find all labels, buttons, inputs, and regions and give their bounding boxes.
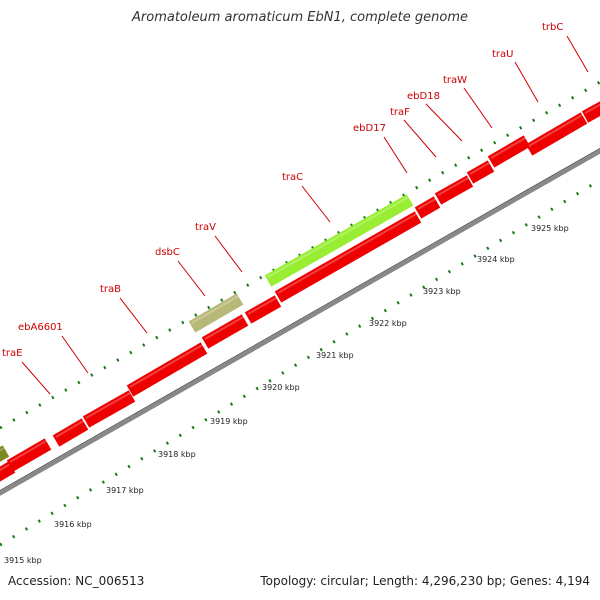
gene-label: traU — [492, 49, 513, 60]
gene-label: ebD18 — [407, 91, 440, 102]
gene-arrow-shine — [469, 161, 492, 175]
genome-title: Aromatoleum aromaticum EbN1, complete ge… — [132, 10, 468, 25]
gene-label-pointer — [177, 260, 206, 297]
gene-arrow — [52, 418, 89, 447]
gene-arrow-shine — [277, 212, 419, 294]
gene-label: traF — [390, 107, 410, 118]
gene-label: trbC — [542, 22, 563, 33]
scale-label: 3923 kbp — [423, 287, 461, 296]
gene-arrow — [0, 445, 10, 462]
gene-label: traW — [443, 75, 467, 86]
scale-label: 3917 kbp — [106, 486, 144, 495]
gene-label: traV — [195, 222, 216, 233]
gene-arrow — [581, 101, 600, 123]
scale-label: 3924 kbp — [477, 255, 515, 264]
gene-arrow — [6, 438, 52, 472]
scale-label: 3920 kbp — [262, 383, 300, 392]
accession-text: Accession: NC_006513 — [8, 574, 145, 588]
tick-layer — [0, 80, 600, 547]
gene-arrow — [414, 196, 441, 219]
gene-label-pointer — [514, 61, 539, 103]
scale-label: 3925 kbp — [531, 224, 569, 233]
gene-label-pointer — [119, 297, 148, 334]
backbone-layer — [0, 147, 600, 496]
scale-label: 3918 kbp — [158, 450, 196, 459]
gene-arrow-shine — [584, 103, 600, 114]
gene-arrow-shine — [490, 136, 528, 159]
gene-arrow-shine — [204, 315, 246, 340]
scale-label: 3916 kbp — [54, 520, 92, 529]
gene-label: traC — [282, 172, 303, 183]
gene-arrow — [188, 293, 244, 333]
scale-label: 3922 kbp — [369, 319, 407, 328]
scale-label: 3921 kbp — [316, 351, 354, 360]
gene-arrow-shine — [437, 176, 471, 196]
gene-arrow-shine — [267, 195, 411, 278]
gene-arrow — [434, 175, 474, 205]
gene-label: ebD17 — [353, 123, 386, 134]
gene-label-pointer — [463, 87, 493, 129]
gene-arrow-shine — [0, 462, 13, 472]
gene-arrow — [0, 461, 16, 482]
scale-label: 3915 kbp — [4, 556, 42, 565]
gene-label-pointer — [214, 235, 243, 273]
genome-summary-text: Topology: circular; Length: 4,296,230 bp… — [260, 574, 590, 588]
gene-label: ebA6601 — [18, 322, 63, 333]
gene-layer — [0, 101, 600, 482]
gene-arrow — [244, 295, 282, 324]
gene-arrow — [274, 211, 422, 303]
gene-arrow — [82, 390, 136, 428]
backbone-edge — [0, 147, 600, 492]
gene-arrow — [264, 194, 414, 287]
gene-arrow-shine — [9, 439, 49, 463]
gene-label-pointer — [566, 35, 589, 73]
gene-label-pointer — [425, 103, 463, 142]
gene-arrow-shine — [528, 113, 585, 147]
gene-arrow-shine — [247, 296, 279, 315]
gene-label-pointer — [403, 119, 437, 158]
gene-label-layer: traE ebA6601 traB dsbC traV traC ebD17 traF ebD1… — [2, 22, 589, 395]
gene-arrow-shine — [85, 391, 133, 419]
scale-label: 3919 kbp — [210, 417, 248, 426]
gene-arrow-shine — [129, 343, 205, 388]
scale-layer: 3915 kbp 3916 kbp 3917 kbp 3918 kbp 3919 kbp… — [4, 224, 569, 565]
minor-tick-row-bottom — [0, 178, 600, 547]
gene-label: dsbC — [155, 247, 180, 258]
gene-arrow — [201, 314, 249, 349]
minor-tick-row-top — [0, 80, 600, 430]
gene-label-pointer — [61, 335, 89, 374]
gene-arrow-shine — [417, 197, 438, 210]
gene-label: traB — [100, 284, 121, 295]
gene-arrow-shine — [191, 294, 241, 324]
gene-label-pointer — [21, 361, 51, 395]
gene-arrow-shine — [0, 446, 7, 452]
gene-arrow — [466, 160, 495, 184]
gene-label-pointer — [383, 136, 408, 174]
gene-arrow — [487, 135, 531, 168]
gene-label: traE — [2, 348, 22, 359]
gene-arrow-shine — [55, 419, 86, 438]
backbone-line — [0, 149, 600, 496]
gene-arrow — [126, 342, 208, 397]
gene-arrow — [525, 112, 588, 156]
gene-label-pointer — [301, 185, 331, 223]
